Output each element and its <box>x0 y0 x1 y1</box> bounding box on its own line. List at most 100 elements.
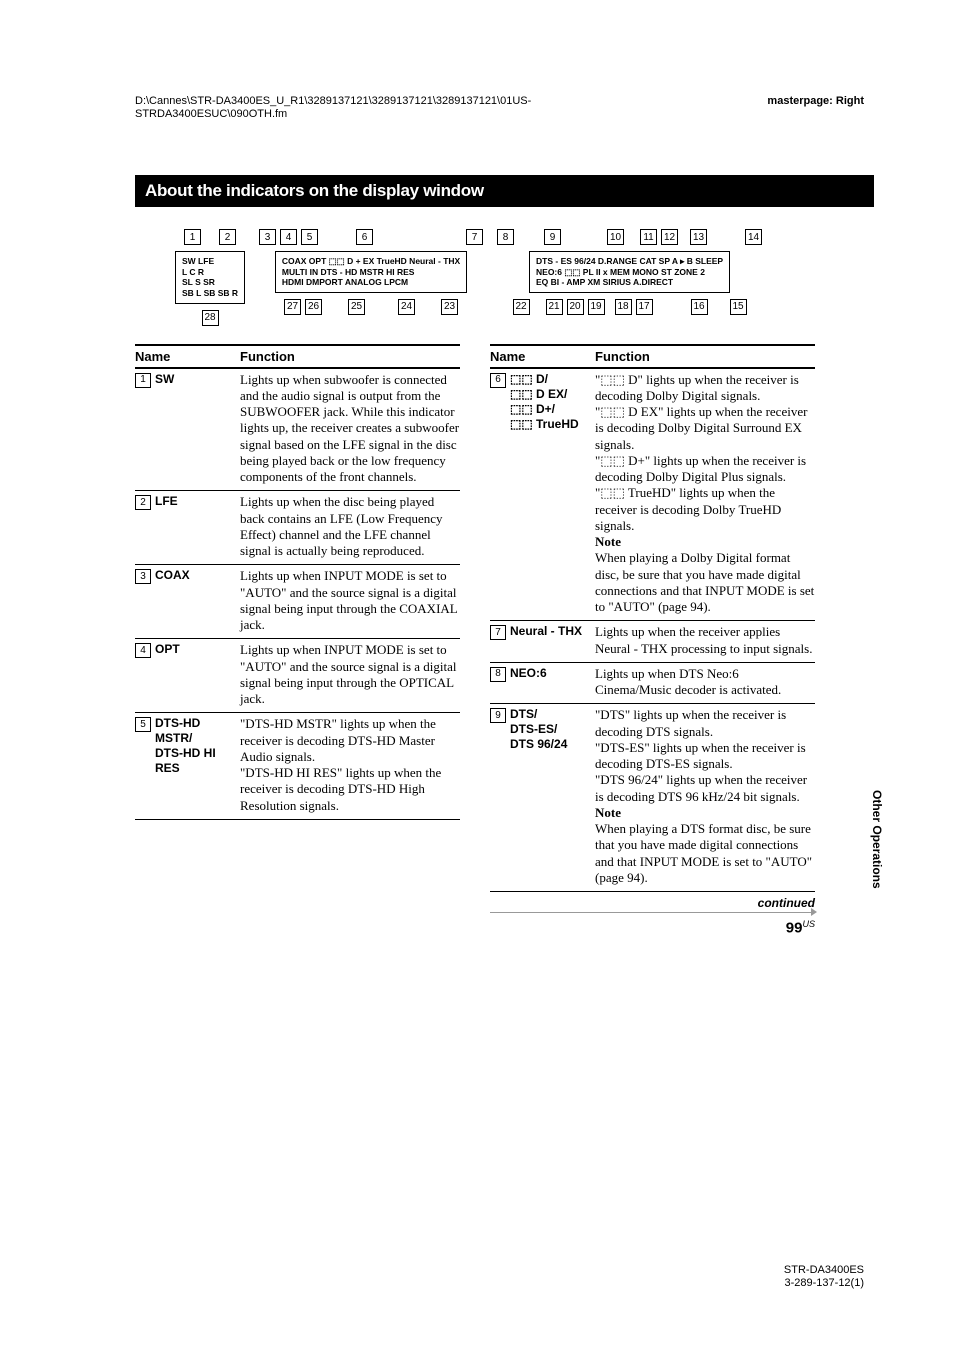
section-title: About the indicators on the display wind… <box>135 175 874 207</box>
ref-num: 7 <box>490 625 506 640</box>
ref-num: 21 <box>546 299 563 315</box>
indicator-name: 8 NEO:6 <box>490 666 595 699</box>
ref-num: 12 <box>661 229 678 245</box>
indicator-name-text: SW <box>155 372 174 387</box>
indicator-name-text: Neural - THX <box>510 624 582 639</box>
ref-num: 1 <box>135 373 151 388</box>
ref-num: 22 <box>513 299 530 315</box>
indicator-name: 6 ⬚⬚ D/ ⬚⬚ D EX/ ⬚⬚ D+/ ⬚⬚ TrueHD <box>490 372 595 616</box>
ref-num: 19 <box>588 299 605 315</box>
indicator-function: Lights up when subwoofer is connected an… <box>240 372 460 486</box>
indicator-name: 1 SW <box>135 372 240 486</box>
ref-num: 9 <box>544 229 561 245</box>
ref-num: 17 <box>636 299 653 315</box>
page-number-value: 99 <box>786 919 803 936</box>
table-row: 7 Neural - THX Lights up when the receiver… <box>490 621 815 663</box>
indicator-name: 5 DTS-HD MSTR/ DTS-HD HI RES <box>135 716 240 814</box>
indicator-function: Lights up when the receiver applies Neur… <box>595 624 815 657</box>
indicator-function: Lights up when INPUT MODE is set to "AUT… <box>240 642 460 707</box>
display-line: SB L SB SB R <box>182 288 238 299</box>
ref-num: 4 <box>135 643 151 658</box>
ref-num: 5 <box>135 717 151 732</box>
indicator-name-text: COAX <box>155 568 190 583</box>
table-row: 2LFELights up when the disc being played… <box>135 491 460 565</box>
indicator-name-text: LFE <box>155 494 178 509</box>
note-text: When playing a Dolby Digital format disc… <box>595 550 815 615</box>
display-panel: SW LFE L C R SL S SR SB L SB SB R <box>175 251 245 304</box>
table-row: 5 DTS-HD MSTR/ DTS-HD HI RES"DTS-HD MSTR"… <box>135 713 460 820</box>
table-row: 3 COAX Lights up when INPUT MODE is set to… <box>135 565 460 639</box>
ref-num: 2 <box>219 229 236 245</box>
indicator-name-text: DTS/ DTS-ES/ DTS 96/24 <box>510 707 567 752</box>
indicator-name: 7 Neural - THX <box>490 624 595 657</box>
ref-num: 6 <box>490 373 506 388</box>
indicator-table-left: Name Function 1 SW Lights up when subwoofe… <box>135 344 460 820</box>
file-path: D:\Cannes\STR-DA3400ES_U_R1\3289137121\3… <box>135 95 535 121</box>
display-line: NEO:6 ⬚⬚ PL II x MEM MONO ST ZONE 2 <box>536 267 723 278</box>
table-row: 4 OPT Lights up when INPUT MODE is set to … <box>135 639 460 713</box>
note-text: When playing a DTS format disc, be sure … <box>595 821 815 886</box>
ref-num: 11 <box>640 229 657 245</box>
indicator-name-text: DTS-HD MSTR/ DTS-HD HI RES <box>155 716 240 776</box>
indicator-function: "DTS" lights up when the receiver is dec… <box>595 707 815 886</box>
indicator-name-text: ⬚⬚ D/ ⬚⬚ D EX/ ⬚⬚ D+/ ⬚⬚ TrueHD <box>510 372 579 432</box>
ref-num: 23 <box>441 299 458 315</box>
display-window-diagram: 1 2 SW LFE L C R SL S SR SB L SB SB R 28 <box>175 229 874 326</box>
footer-meta: STR-DA3400ES 3-289-137-12(1) <box>784 1264 864 1290</box>
ref-num: 10 <box>607 229 624 245</box>
indicator-name: 2 LFE <box>135 494 240 559</box>
ref-num: 1 <box>184 229 201 245</box>
indicator-name: 9 DTS/ DTS-ES/ DTS 96/24 <box>490 707 595 886</box>
ref-num: 4 <box>280 229 297 245</box>
table-header: Name Function <box>490 344 815 369</box>
display-line: COAX OPT ⬚⬚ D + EX TrueHD Neural - THX <box>282 256 460 267</box>
ref-num: 27 <box>284 299 301 315</box>
ref-num: 2 <box>135 495 151 510</box>
page-number: 99US <box>490 919 815 936</box>
display-line: DTS - ES 96/24 D.RANGE CAT SP A ▸ B SLEE… <box>536 256 723 267</box>
indicator-name-text: OPT <box>155 642 180 657</box>
table-row: 1 SW Lights up when subwoofer is connected… <box>135 369 460 492</box>
diagram-panel-mid: 3 4 5 6 7 COAX OPT ⬚⬚ D + EX TrueHD Neur… <box>259 229 483 315</box>
note-label: Note <box>595 534 815 550</box>
table-row: 9 DTS/ DTS-ES/ DTS 96/24 "DTS" lights up w… <box>490 704 815 892</box>
diagram-panel-right: 8 9 10 11 12 13 14 DTS - ES 96/24 D.RANG… <box>497 229 762 315</box>
display-line: HDMI DMPORT ANALOG LPCM <box>282 277 460 288</box>
indicator-function: Lights up when INPUT MODE is set to "AUT… <box>240 568 460 633</box>
ref-num: 5 <box>301 229 318 245</box>
display-panel: COAX OPT ⬚⬚ D + EX TrueHD Neural - THX M… <box>275 251 467 293</box>
note-label: Note <box>595 805 815 821</box>
ref-num: 16 <box>691 299 708 315</box>
display-line: EQ BI - AMP XM SIRIUS A.DIRECT <box>536 277 723 288</box>
page-number-suffix: US <box>802 919 815 929</box>
col-header-func: Function <box>595 349 815 364</box>
continued-label: continued <box>490 896 815 913</box>
footer-code: 3-289-137-12(1) <box>784 1277 864 1290</box>
ref-num: 26 <box>305 299 322 315</box>
display-line: SW LFE <box>182 256 238 267</box>
col-header-name: Name <box>135 349 240 364</box>
ref-num: 8 <box>497 229 514 245</box>
indicator-name-text: NEO:6 <box>510 666 547 681</box>
ref-num: 8 <box>490 667 506 682</box>
ref-num: 15 <box>730 299 747 315</box>
col-header-name: Name <box>490 349 595 364</box>
col-header-func: Function <box>240 349 460 364</box>
indicator-table-right: Name Function 6 ⬚⬚ D/ ⬚⬚ D EX/ ⬚⬚ D+/ ⬚⬚ … <box>490 344 815 937</box>
ref-num: 3 <box>259 229 276 245</box>
ref-num: 3 <box>135 569 151 584</box>
ref-num: 28 <box>202 310 219 326</box>
ref-num: 25 <box>348 299 365 315</box>
ref-num: 14 <box>745 229 762 245</box>
ref-num: 7 <box>466 229 483 245</box>
indicator-name: 3 COAX <box>135 568 240 633</box>
diagram-panel-speakers: 1 2 SW LFE L C R SL S SR SB L SB SB R 28 <box>175 229 245 326</box>
table-row: 6⬚⬚ D/ ⬚⬚ D EX/ ⬚⬚ D+/ ⬚⬚ TrueHD"⬚⬚ D" l… <box>490 369 815 622</box>
footer-model: STR-DA3400ES <box>784 1264 864 1277</box>
display-panel: DTS - ES 96/24 D.RANGE CAT SP A ▸ B SLEE… <box>529 251 730 293</box>
masterpage-label: masterpage: Right <box>767 95 864 107</box>
indicator-function: Lights up when DTS Neo:6 Cinema/Music de… <box>595 666 815 699</box>
indicator-function: "DTS-HD MSTR" lights up when the receive… <box>240 716 460 814</box>
ref-num: 24 <box>398 299 415 315</box>
ref-num: 9 <box>490 708 506 723</box>
